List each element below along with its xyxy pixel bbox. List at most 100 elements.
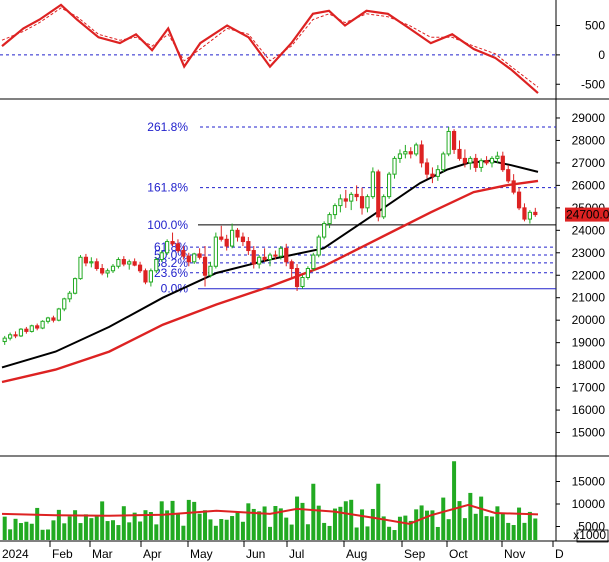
volume-tick-label: 15000: [572, 475, 606, 489]
candle: [473, 153, 478, 172]
volume-bar: [522, 522, 527, 540]
volume-bar: [462, 518, 467, 540]
price-tick-label: 15000: [572, 426, 606, 440]
candle: [154, 257, 159, 274]
candle: [284, 243, 289, 267]
candle-body: [273, 254, 278, 257]
last-price-label: 24700.00: [566, 208, 609, 222]
candle-body: [322, 223, 327, 238]
candle-body: [300, 277, 305, 287]
candle-body: [457, 148, 462, 159]
candle: [408, 147, 413, 159]
candle-body: [175, 243, 181, 252]
candle-body: [154, 259, 159, 272]
volume-bar: [446, 519, 451, 540]
candle: [305, 266, 310, 280]
candle-body: [327, 214, 332, 225]
price-tick-label: 28000: [572, 133, 606, 147]
volume-bar: [473, 513, 478, 540]
candle-body: [397, 153, 403, 159]
candle: [489, 156, 495, 168]
candle-body: [251, 250, 256, 265]
volume-bar: [370, 508, 375, 540]
candle-body: [435, 169, 440, 177]
volume-bar: [213, 525, 218, 540]
candle: [72, 277, 78, 295]
volume-bar: [35, 507, 40, 540]
candle: [94, 258, 99, 271]
candle-body: [67, 292, 72, 300]
volume-bar: [387, 526, 392, 540]
month-label: Feb: [52, 547, 73, 561]
month-label: Jun: [246, 547, 265, 561]
volume-bar: [203, 510, 208, 540]
candle-body: [473, 157, 478, 168]
candle: [89, 257, 94, 268]
candle: [278, 246, 283, 260]
volume-bar: [121, 506, 126, 540]
volume-bar: [83, 514, 88, 540]
candle: [78, 255, 83, 280]
candle-body: [148, 270, 153, 283]
volume-bar: [511, 525, 516, 540]
candle: [435, 165, 440, 181]
volume-bar: [100, 501, 105, 540]
candle-body: [495, 155, 500, 159]
candle-body: [316, 236, 321, 256]
candle: [338, 194, 343, 213]
volume-bar: [132, 512, 137, 540]
volume-tick-label: 10000: [572, 497, 606, 511]
candle-body: [376, 171, 381, 218]
candle: [29, 324, 34, 333]
volume-bar: [273, 506, 278, 540]
candle: [322, 221, 327, 240]
candle: [376, 169, 381, 222]
candle: [370, 167, 375, 199]
volume-bar: [13, 518, 18, 540]
candle: [116, 257, 121, 269]
candle: [354, 185, 359, 202]
volume-bar: [29, 523, 34, 540]
candle-body: [132, 261, 137, 266]
candle: [24, 326, 29, 334]
volume-bar: [327, 525, 332, 540]
candle-body: [246, 241, 251, 252]
candle: [213, 232, 218, 269]
volume-bar: [268, 526, 272, 540]
candle-body: [100, 268, 105, 274]
volume-bar: [419, 505, 424, 540]
month-label: Mar: [92, 547, 113, 561]
volume-bar: [18, 523, 23, 540]
volume-bar: [392, 530, 397, 540]
volume-bar: [40, 529, 45, 540]
volume-bar: [278, 508, 283, 540]
volume-bar: [197, 513, 202, 540]
candle-body: [267, 254, 273, 261]
volume-bar: [143, 510, 148, 540]
fib-label: 0.0%: [161, 282, 189, 296]
volume-bar: [349, 499, 354, 540]
candle: [327, 212, 332, 229]
month-label: Sep: [404, 547, 426, 561]
moving-average-long: [1, 179, 539, 384]
candle-body: [332, 205, 338, 216]
volume-bar: [186, 499, 191, 540]
price-tick-label: 24000: [572, 223, 606, 237]
volume-bar: [425, 510, 430, 540]
candle-body: [143, 270, 148, 283]
candle: [62, 297, 67, 312]
volume-bar: [73, 510, 78, 540]
price-tick-label: 23000: [572, 246, 606, 260]
price-tick-label: 18000: [572, 358, 606, 372]
candle: [300, 275, 305, 289]
volume-bar: [110, 520, 115, 540]
candle-body: [441, 153, 446, 171]
candle: [208, 261, 213, 278]
month-label: 2024: [2, 547, 29, 561]
volume-bar: [381, 516, 386, 540]
volume-bar: [354, 527, 359, 540]
candle-body: [2, 337, 7, 343]
candle-body: [202, 256, 208, 276]
candle-body: [257, 256, 262, 265]
